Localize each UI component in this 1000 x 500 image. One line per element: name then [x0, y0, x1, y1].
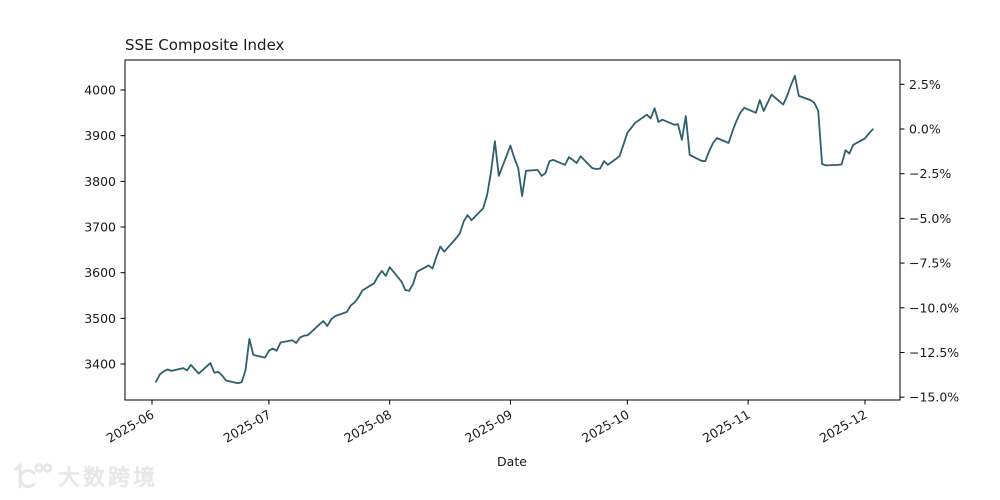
axis-tick-labels: 2025-06 2025-07 2025-08 2025-09 2025-10 2025-…: [84, 77, 959, 446]
chart-title: SSE Composite Index: [125, 36, 285, 54]
y-tick-label: 3800: [84, 174, 116, 189]
x-tick-label: 2025-06: [104, 407, 157, 446]
x-axis-label: Date: [497, 454, 527, 469]
plot-border: [124, 59, 901, 401]
y-tick-label: 3900: [84, 128, 116, 143]
x-tick-label: 2025-09: [462, 407, 515, 446]
x-tick-label: 2025-11: [700, 407, 753, 446]
y2-tick-label: −12.5%: [909, 345, 959, 360]
y2-tick-label: −10.0%: [909, 300, 959, 315]
y-tick-label: 4000: [84, 83, 116, 98]
y2-tick-label: −2.5%: [909, 166, 951, 181]
y2-tick-label: 2.5%: [909, 77, 941, 92]
y2-tick-label: −15.0%: [909, 390, 959, 405]
y-tick-label: 3400: [84, 357, 116, 372]
axis-ticks: [120, 83, 905, 405]
x-tick-label: 2025-08: [341, 407, 394, 446]
y2-tick-label: −7.5%: [909, 256, 951, 271]
x-tick-label: 2025-12: [817, 407, 870, 446]
y2-tick-label: −5.0%: [909, 211, 951, 226]
x-tick-label: 2025-07: [221, 407, 274, 446]
y-tick-label: 3600: [84, 265, 116, 280]
x-tick-label: 2025-10: [579, 407, 632, 446]
y-tick-label: 3500: [84, 311, 116, 326]
price-line: [155, 74, 874, 385]
y-tick-label: 3700: [84, 220, 116, 235]
y2-tick-label: 0.0%: [909, 122, 941, 137]
